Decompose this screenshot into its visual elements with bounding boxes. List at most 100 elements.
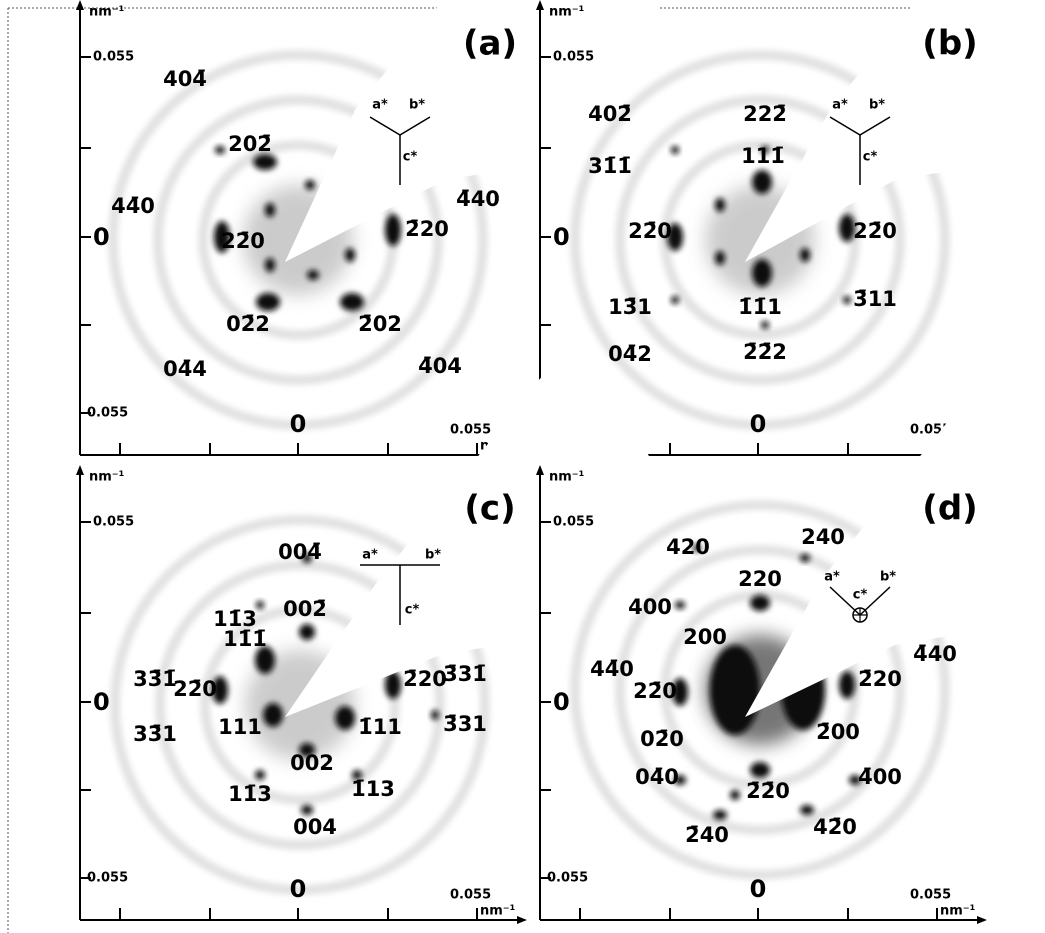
diffraction-spot [750,595,770,611]
diffraction-spot [215,146,225,154]
diffraction-spot [307,270,319,280]
diffraction-spot [340,293,364,311]
diffraction-spot [715,251,725,265]
miller-index-label: 33̄1 [133,722,177,746]
diffraction-spot [843,296,851,304]
y-tick-label: 0 [93,223,110,251]
miller-index-label: 002̄ [283,597,327,621]
miller-index-label: 13̄1 [608,295,652,319]
axis-label: a* [372,98,388,113]
axis-label: b* [409,98,425,113]
miller-index-label: 33̄1̄ [133,667,177,691]
miller-index-label: 222̄ [743,102,787,126]
x-tick-label: 0 [750,410,767,438]
diffraction-spot [265,203,275,217]
beam-stop-wedge [745,0,1045,262]
y-tick-label: 0.055 [547,871,588,886]
miller-index-label: 22̄0 [628,219,672,243]
diffraction-spot [800,248,810,262]
diffraction-spot [752,259,772,287]
y-axis-arrow [536,0,544,10]
axis-label: b* [425,548,441,563]
diffraction-spot [715,198,725,212]
diffraction-spot [730,790,740,800]
x-axis-unit: nm⁻¹ [480,904,515,919]
panel-label: (c) [464,489,515,529]
miller-index-label: 2̄20 [405,217,449,241]
diffraction-spot [761,146,769,154]
diffraction-ring [570,50,950,430]
diffraction-spot [431,710,439,720]
y-tick-label: 0.055 [87,871,128,886]
diffraction-spot [214,221,230,253]
miller-index-label: 44̄0 [111,194,155,218]
miller-index-label: 3̄11 [853,287,897,311]
axis-line [829,116,861,136]
miller-index-label: 420 [666,535,710,559]
diffraction-spot [839,671,855,699]
diffraction-spot [671,146,679,154]
diffraction-spot [265,258,275,272]
diffraction-ring [200,605,400,805]
diffraction-ring [110,515,490,895]
reciprocal-axes: a* c* b* [824,570,896,623]
y-tick-label: 0 [93,688,110,716]
beam-stop-wedge [745,325,1045,717]
y-tick-label: 0.055 [553,515,594,530]
miller-index-label: 2̄20 [403,667,447,691]
diffraction-spot [752,170,772,194]
axis-label: b* [869,98,885,113]
miller-index-label: 1̄11 [358,715,402,739]
diffraction-spot [345,248,355,262]
y-tick-label: 0 [553,223,570,251]
x-tick-label: 0 [290,410,307,438]
miller-index-label: 2̄00 [816,720,860,744]
diffraction-spot [385,214,401,246]
beam-stop-wedge [285,335,740,717]
diffraction-spot [849,775,861,785]
y-tick-label: 0.055 [87,406,128,421]
axis-line [369,116,401,136]
miller-index-label: 22̄0 [633,679,677,703]
diffraction-ring [155,560,445,850]
y-axis-arrow [76,465,84,475]
axis-label: b* [880,570,896,585]
y-axis-arrow [536,465,544,475]
diffraction-spot [212,676,228,704]
x-tick-label: 0.055 [450,888,491,903]
diffraction-spot [299,624,315,640]
diffraction-spot [713,810,727,820]
diffraction-spot [674,775,686,785]
miller-index-label: 400 [628,595,672,619]
miller-index-label: 3̄31̄ [443,662,487,686]
diffraction-spot [299,743,315,757]
diffraction-spot [750,762,770,778]
miller-index-label: 111̄ [741,144,785,168]
x-tick-label: 0 [290,875,307,903]
diffraction-spot [256,293,280,311]
axis-label: a* [824,570,840,585]
diffraction-spot [255,770,265,780]
miller-index-label: 44̄0 [590,657,634,681]
miller-index-label: 2̄02 [358,312,402,336]
miller-index-label: 1̄13 [351,777,395,801]
miller-index-label: 22̄0 [221,229,265,253]
axis-line [399,116,431,136]
reciprocal-axes: a* b* c* [360,548,441,625]
miller-index-label: 004̄ [278,540,322,564]
axis-label: a* [832,98,848,113]
miller-index-label: 404̄ [163,67,207,91]
x-axis-arrow [517,916,527,924]
diffraction-spot [667,223,683,251]
miller-index-label: 4̄00 [858,765,902,789]
y-tick-label: 0.055 [93,515,134,530]
panel-label: (a) [463,24,517,64]
miller-index-label: 2̄2̄0 [746,779,790,803]
diffraction-spot [385,671,401,699]
diffraction-spot [255,646,275,674]
diffraction-ring [660,140,860,340]
y-axis-unit: nm⁻¹ [549,470,584,485]
